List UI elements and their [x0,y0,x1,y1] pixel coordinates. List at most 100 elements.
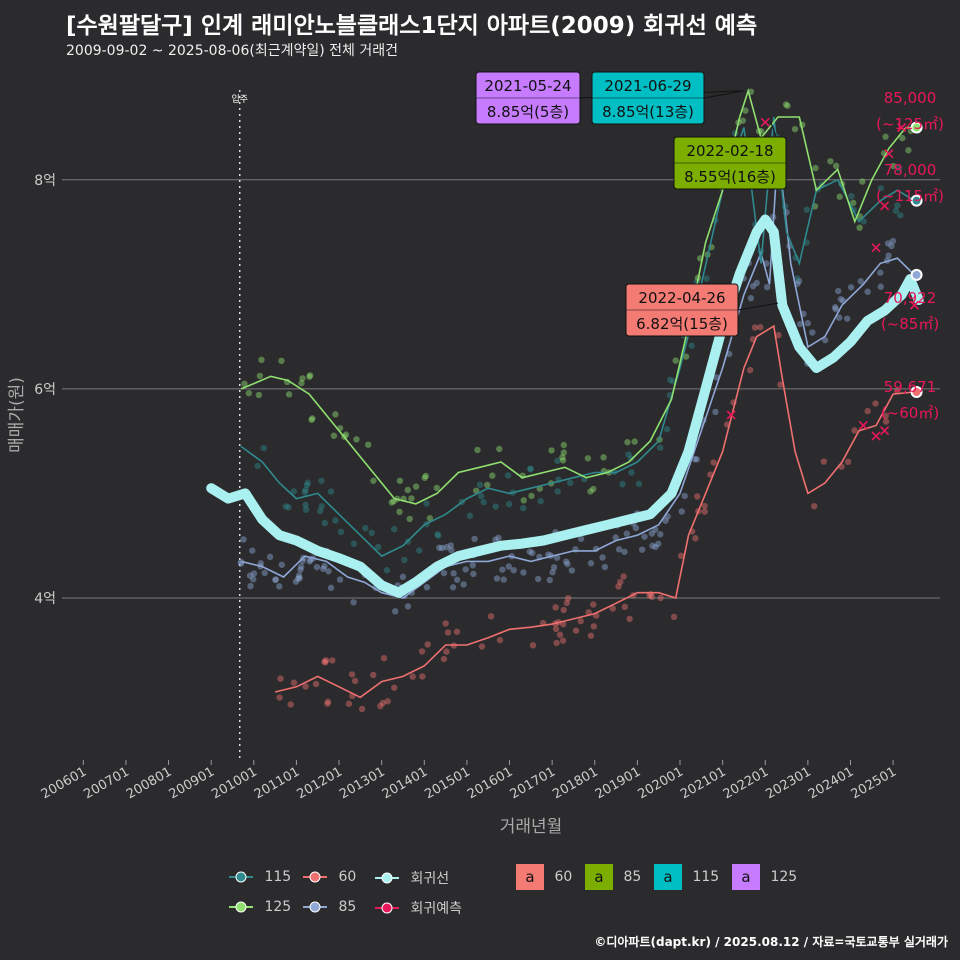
transaction-point [255,391,263,399]
transaction-point [520,497,527,504]
legend-item-85: 85 [302,898,356,916]
transaction-point [617,578,624,586]
transaction-point [322,657,330,664]
transaction-point [712,408,719,416]
transaction-point [443,543,450,551]
transaction-point [775,332,782,339]
transaction-point [450,570,457,577]
legend-label: 125 [770,869,798,885]
transaction-point [710,459,717,466]
transaction-point [746,366,754,374]
transaction-point [882,133,889,140]
legend-item-125: 125 [228,898,291,916]
transaction-point [408,495,415,502]
transaction-point [587,488,594,495]
transaction-point [520,569,527,576]
transaction-point [297,563,305,570]
series-line-60 [274,324,915,699]
transaction-point [893,387,901,395]
transaction-point [426,515,434,522]
x-tick-label: 202001 [636,764,686,802]
transaction-point [321,658,328,665]
prediction-mark [880,426,890,436]
transaction-point [554,457,561,465]
transaction-point [832,303,839,311]
transaction-point [277,675,284,682]
x-axis-label: 거래년월 [500,817,563,837]
transaction-point [469,562,476,569]
transaction-point [436,544,443,551]
transaction-point [362,524,369,532]
transaction-point [534,575,542,583]
transaction-point [638,546,646,553]
transaction-point [848,192,855,200]
legend-dot [235,871,247,883]
transaction-point [529,549,536,557]
transaction-point [882,412,889,420]
transaction-point [327,584,335,592]
transaction-point [859,178,866,185]
transaction-point [566,479,574,486]
transaction-point [297,566,304,573]
transaction-point [302,501,309,509]
transaction-point [276,583,283,590]
transaction-point [850,199,857,207]
transaction-point [528,492,535,500]
transaction-point [401,556,408,564]
transaction-point [564,560,571,568]
transaction-point [562,558,570,565]
transaction-point [313,563,321,571]
transaction-point [884,240,892,247]
transaction-point [298,379,305,387]
legend-label: 115 [264,869,292,885]
transaction-point [590,485,597,493]
transaction-point [872,400,879,407]
transaction-point [856,224,863,231]
transaction-point [318,477,325,484]
transaction-point [416,547,423,554]
transaction-point [646,592,653,599]
x-tick-label: 201801 [550,764,600,802]
transaction-point [552,625,560,633]
transaction-point [563,599,571,607]
transaction-point [857,278,864,285]
legend-item-regression: 회귀선 [374,868,449,888]
x-tick-label: 201201 [295,764,345,802]
transaction-point [625,451,632,458]
transaction-point [537,497,544,505]
transaction-point [612,534,619,541]
x-tick-label: 201901 [593,764,643,802]
transaction-point [627,455,635,462]
transaction-point [480,498,487,506]
x-tick-label: 200901 [167,764,217,802]
transaction-point [905,147,912,154]
transaction-point [476,481,484,489]
transaction-point [418,648,426,655]
transaction-point [632,524,640,532]
transaction-point [682,353,690,360]
transaction-point [470,570,477,578]
transaction-point [434,531,441,538]
transaction-point [835,287,842,295]
transaction-point [553,639,560,647]
transaction-point [510,566,517,574]
legend-box-125: a 125 [732,864,797,890]
x-tick-label: 200701 [81,764,131,802]
transaction-point [793,275,801,282]
transaction-point [302,486,309,494]
transaction-point [309,415,316,422]
series-line-125 [240,88,917,505]
transaction-point [449,584,457,591]
y-axis-label: 매매가(원) [7,377,27,453]
transaction-point [256,372,264,380]
transaction-point [493,575,501,582]
legend-dot [381,902,393,914]
transaction-point [388,499,396,506]
transaction-point [424,641,431,648]
transaction-point [657,594,664,602]
x-tick-label: 201101 [252,764,302,802]
transaction-point [285,391,293,398]
transaction-point [713,374,720,381]
transaction-point [529,642,537,649]
transaction-point [250,570,258,577]
